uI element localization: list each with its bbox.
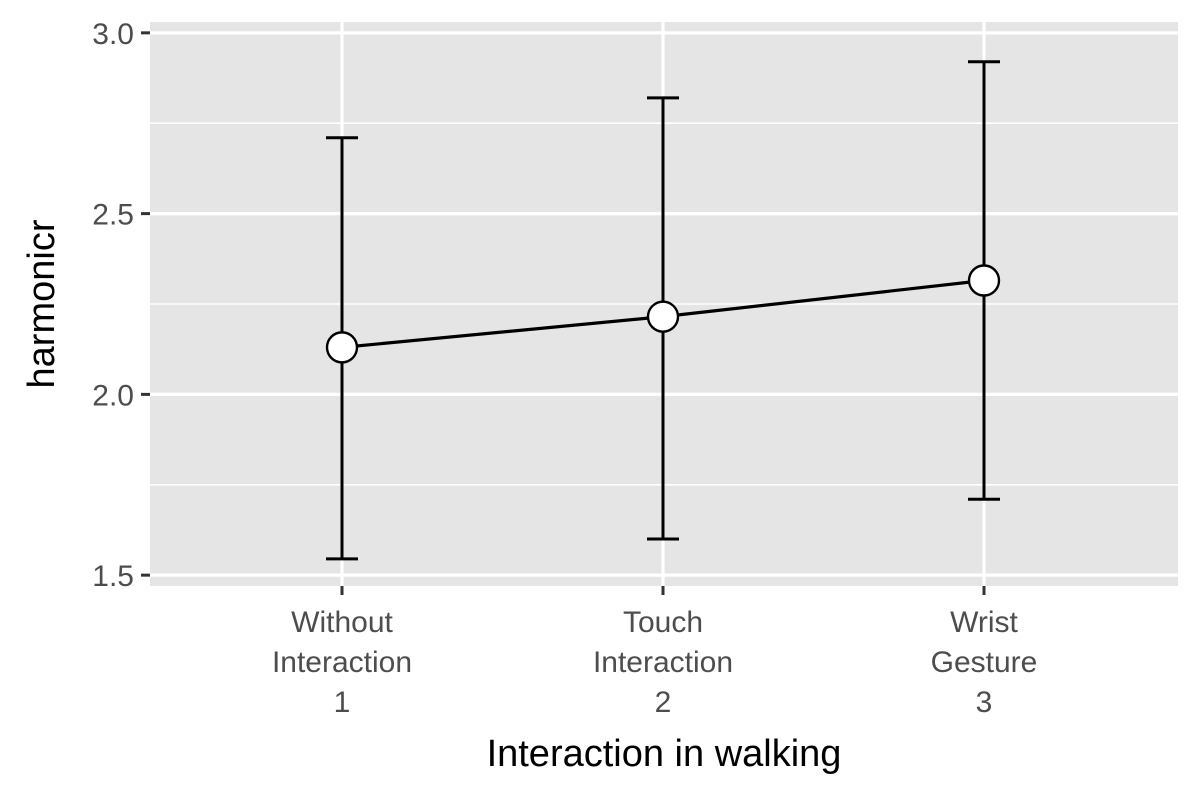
axis-ticks <box>141 31 986 595</box>
tick-labels: 1.5 2.0 2.5 3.0 Without Interaction 1 Touch Inte… <box>92 18 1037 719</box>
x-tick-label-line: 3 <box>976 686 993 719</box>
x-tick-label-line: Interaction <box>593 646 733 679</box>
data-point <box>325 331 359 364</box>
x-tick-label-line: Interaction <box>272 646 412 679</box>
x-tick-label-line: Wrist <box>950 606 1018 639</box>
data-point <box>967 264 1001 297</box>
x-axis-title: Interaction in walking <box>487 733 842 775</box>
y-tick-label: 2.5 <box>92 199 134 232</box>
y-tick-label: 2.0 <box>92 379 134 412</box>
data-point <box>646 300 680 333</box>
y-axis-title: harmonicr <box>21 219 63 388</box>
x-tick-label-line: Touch <box>623 606 703 639</box>
y-tick-label: 1.5 <box>92 560 134 593</box>
y-tick-label: 3.0 <box>92 18 134 51</box>
x-tick-label-line: Gesture <box>931 646 1038 679</box>
x-tick-label-line: 2 <box>655 686 672 719</box>
x-tick-label: Touch Interaction 2 <box>593 606 733 719</box>
x-tick-label: Wrist Gesture 3 <box>931 606 1038 719</box>
x-tick-label-line: Without <box>291 606 393 639</box>
x-tick-label-line: 1 <box>334 686 351 719</box>
data-series <box>325 264 1001 364</box>
x-tick-label: Without Interaction 1 <box>272 606 412 719</box>
